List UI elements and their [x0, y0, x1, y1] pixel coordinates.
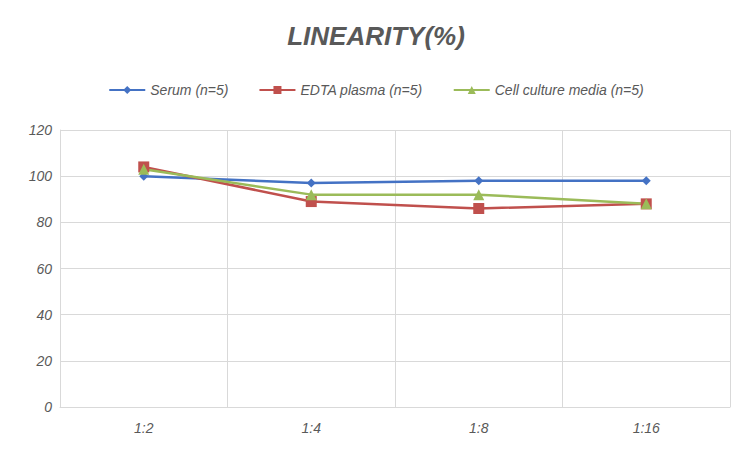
svg-text:1:2: 1:2 — [134, 420, 154, 436]
svg-text:Cell culture media (n=5): Cell culture media (n=5) — [495, 82, 644, 98]
svg-text:Serum (n=5): Serum (n=5) — [150, 82, 228, 98]
svg-text:1:16: 1:16 — [633, 420, 660, 436]
svg-text:80: 80 — [36, 214, 52, 230]
svg-text:EDTA plasma (n=5): EDTA plasma (n=5) — [300, 82, 422, 98]
svg-text:LINEARITY(%): LINEARITY(%) — [287, 21, 465, 51]
svg-text:20: 20 — [35, 353, 52, 369]
svg-text:0: 0 — [44, 399, 52, 415]
svg-text:1:4: 1:4 — [302, 420, 322, 436]
svg-text:120: 120 — [29, 122, 53, 138]
svg-text:60: 60 — [36, 261, 52, 277]
svg-text:100: 100 — [29, 168, 53, 184]
svg-text:1:8: 1:8 — [469, 420, 489, 436]
svg-text:40: 40 — [36, 307, 52, 323]
